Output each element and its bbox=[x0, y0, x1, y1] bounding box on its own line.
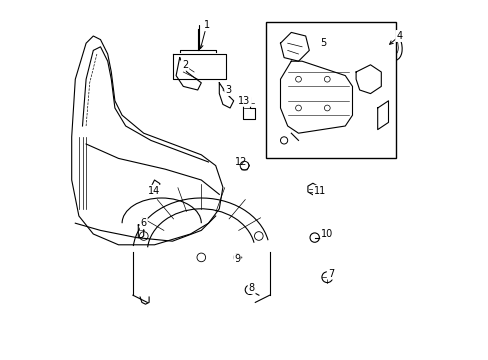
Text: 7: 7 bbox=[327, 269, 333, 279]
Text: 6: 6 bbox=[141, 218, 146, 228]
Text: 8: 8 bbox=[248, 283, 254, 293]
Bar bbox=[265, 22, 395, 158]
Text: 5: 5 bbox=[320, 38, 326, 48]
Text: 2: 2 bbox=[182, 60, 188, 70]
Text: 1: 1 bbox=[203, 20, 209, 30]
Text: 13: 13 bbox=[238, 96, 250, 106]
Text: 14: 14 bbox=[148, 186, 160, 196]
Text: 3: 3 bbox=[225, 85, 231, 95]
Text: 11: 11 bbox=[313, 186, 325, 196]
Text: 4: 4 bbox=[395, 31, 402, 41]
Text: 12: 12 bbox=[234, 157, 246, 167]
Text: 10: 10 bbox=[321, 229, 333, 239]
Text: 9: 9 bbox=[234, 254, 240, 264]
